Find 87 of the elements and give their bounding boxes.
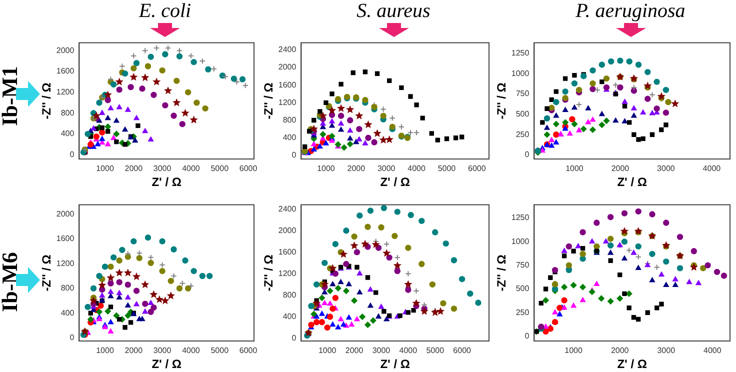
x-tick-label: 6000 xyxy=(468,164,486,174)
y-tick-label: 2000 xyxy=(56,46,75,55)
chart-title: E. coli xyxy=(138,0,192,22)
x-tick-label: 1000 xyxy=(96,346,114,356)
x-tick-label: 2000 xyxy=(124,346,144,356)
x-tick-label: 4000 xyxy=(182,346,200,356)
x-tick-label: 5000 xyxy=(210,164,230,174)
x-tick-label: 2000 xyxy=(611,164,630,174)
y-tick-label: 500 xyxy=(516,284,530,294)
y-tick-label: 0 xyxy=(70,150,75,160)
y-tick-label: 2000 xyxy=(278,226,297,235)
x-tick-label: 4000 xyxy=(702,164,722,174)
x-axis-title: Z' / Ω xyxy=(380,357,410,372)
x-axis-title: Z' / Ω xyxy=(152,175,182,190)
y-tick-label: 400 xyxy=(282,133,297,142)
x-tick-label: 4000 xyxy=(704,346,722,356)
x-axis-title: Z' / Ω xyxy=(380,175,410,190)
y-tick-label: 1600 xyxy=(56,234,75,244)
x-axis-title: Z' / Ω xyxy=(152,357,182,372)
y-tick-label: 800 xyxy=(60,284,75,293)
x-tick-label: 1000 xyxy=(564,346,583,356)
x-tick-label: 3000 xyxy=(657,346,676,356)
y-tick-label: 1250 xyxy=(511,213,530,222)
chart-title: S. aureus xyxy=(356,0,432,22)
x-tick-label: 1000 xyxy=(318,346,337,356)
y-tick-label: 0 xyxy=(524,331,530,340)
y-axis-title: -Z'' / Ω xyxy=(40,254,54,292)
y-tick-label: 0 xyxy=(70,333,75,342)
y-axis-title: -Z'' / Ω xyxy=(40,82,54,120)
x-tick-label: 6000 xyxy=(239,346,258,356)
x-tick-label: 3000 xyxy=(657,164,676,174)
y-tick-label: 2000 xyxy=(278,62,297,72)
y-tick-label: 2000 xyxy=(56,209,75,218)
x-tick-label: 3000 xyxy=(153,346,172,356)
x-tick-label: 5000 xyxy=(426,346,445,356)
y-tick-label: 500 xyxy=(516,110,530,119)
y-tick-label: 1200 xyxy=(278,268,297,278)
x-axis-title: Z' / Ω xyxy=(617,175,648,190)
x-tick-label: 6000 xyxy=(239,164,258,174)
x-tick-label: 2000 xyxy=(610,346,630,356)
x-tick-label: 2000 xyxy=(345,346,364,356)
y-tick-label: 750 xyxy=(516,260,530,270)
y-tick-label: 1200 xyxy=(56,258,75,268)
y-tick-label: 400 xyxy=(60,129,75,138)
y-tick-label: 1600 xyxy=(278,80,297,90)
x-tick-label: 1000 xyxy=(317,164,336,174)
y-tick-label: 400 xyxy=(60,308,75,318)
x-axis-title: Z' / Ω xyxy=(617,357,648,372)
x-tick-label: 1000 xyxy=(96,164,114,174)
y-tick-label: 1200 xyxy=(56,88,75,97)
y-tick-label: 1200 xyxy=(278,98,297,107)
y-tick-label: 2400 xyxy=(278,204,297,214)
y-tick-label: 1000 xyxy=(511,68,530,78)
y-tick-label: 800 xyxy=(282,290,297,300)
y-tick-label: 0 xyxy=(292,334,297,343)
y-tick-label: 1600 xyxy=(56,66,75,76)
x-tick-label: 2000 xyxy=(347,164,366,174)
x-tick-label: 4000 xyxy=(399,346,418,356)
y-tick-label: 250 xyxy=(516,308,530,317)
x-tick-label: 6000 xyxy=(453,346,472,356)
y-tick-label: 400 xyxy=(282,312,297,321)
y-axis-title: -Z'' / Ω xyxy=(494,254,509,292)
y-tick-label: 750 xyxy=(516,89,530,98)
x-tick-label: 2000 xyxy=(124,164,144,174)
x-tick-label: 4000 xyxy=(408,164,426,174)
y-tick-label: 1250 xyxy=(511,48,530,58)
y-tick-label: 2400 xyxy=(278,45,297,54)
y-tick-label: 0 xyxy=(524,150,530,160)
y-tick-label: 1600 xyxy=(278,247,297,256)
x-tick-label: 4000 xyxy=(182,164,200,174)
y-axis-title: -Z'' / Ω xyxy=(494,82,509,120)
y-tick-label: 0 xyxy=(292,150,297,160)
x-tick-label: 3000 xyxy=(372,346,391,356)
x-tick-label: 1000 xyxy=(566,164,584,174)
text: Ib-M6 xyxy=(0,251,23,314)
x-tick-label: 5000 xyxy=(210,346,230,356)
chart-title: P. aeruginosa xyxy=(574,0,686,22)
y-tick-label: 800 xyxy=(282,115,297,124)
x-tick-label: 3000 xyxy=(377,164,396,174)
y-axis-title: -Z'' / Ω xyxy=(262,82,276,120)
y-tick-label: 1000 xyxy=(511,236,530,246)
x-tick-label: 3000 xyxy=(153,164,172,174)
text: Ib-M1 xyxy=(0,65,23,128)
x-tick-label: 5000 xyxy=(438,164,456,174)
y-tick-label: 800 xyxy=(60,108,75,118)
y-axis-title: -Z'' / Ω xyxy=(262,254,276,292)
y-tick-label: 250 xyxy=(516,130,530,139)
